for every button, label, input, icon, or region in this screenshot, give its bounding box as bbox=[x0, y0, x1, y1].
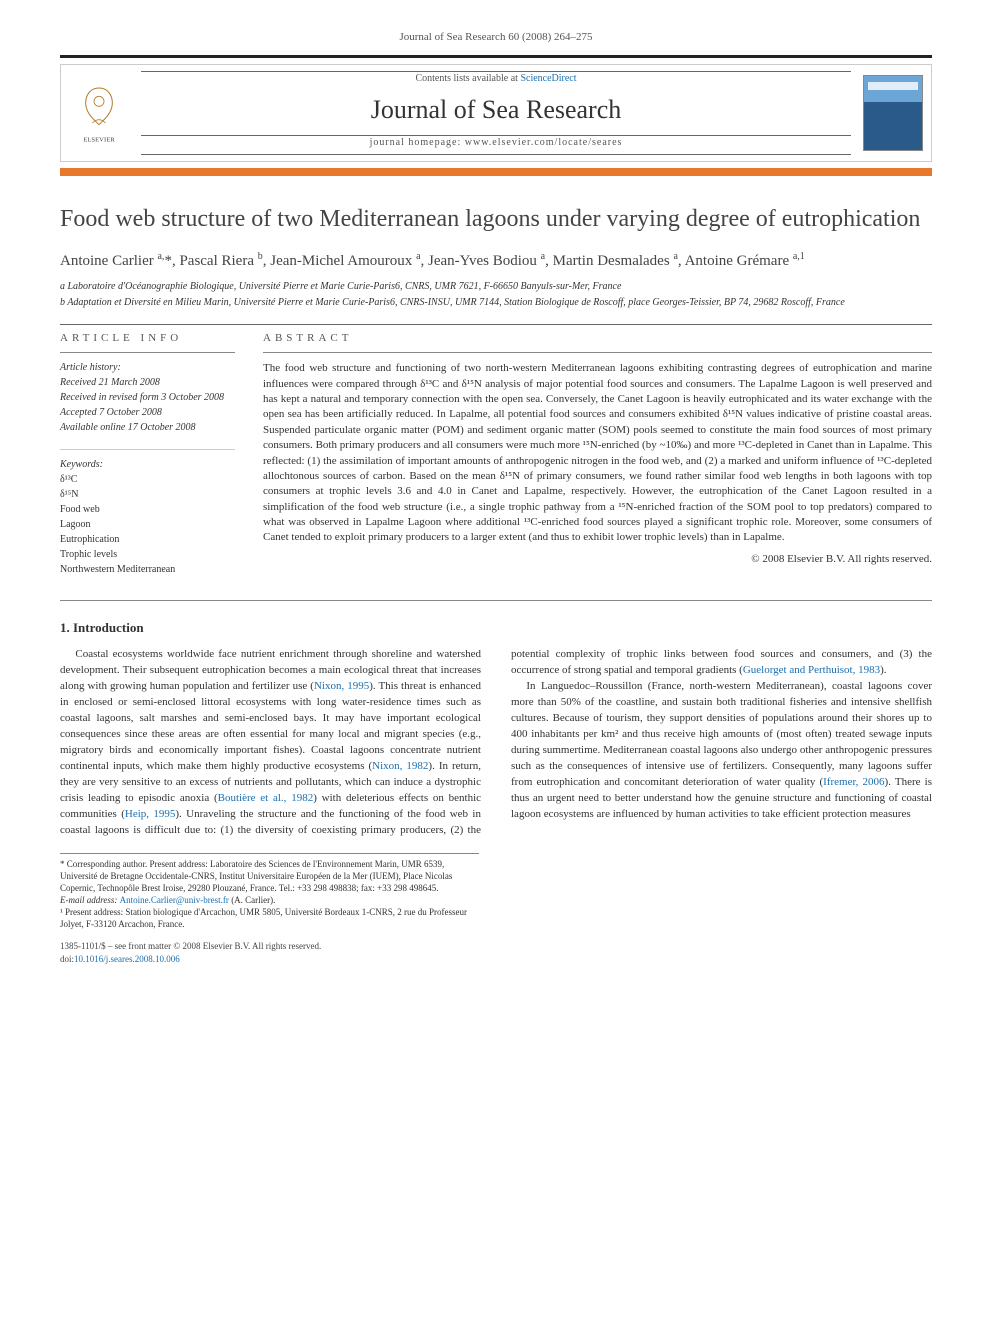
elsevier-word: ELSEVIER bbox=[83, 136, 115, 143]
keywords-head: Keywords: bbox=[60, 458, 235, 472]
keyword: Food web bbox=[60, 503, 235, 517]
history-line: Accepted 7 October 2008 bbox=[60, 406, 235, 420]
front-matter-line: 1385-1101/$ – see front matter © 2008 El… bbox=[60, 940, 932, 953]
email-link[interactable]: Antoine.Carlier@univ-brest.fr bbox=[120, 895, 229, 905]
present-address-note: ¹ Present address: Station biologique d'… bbox=[60, 906, 479, 930]
sciencedirect-link[interactable]: ScienceDirect bbox=[520, 73, 576, 84]
history-line: Received in revised form 3 October 2008 bbox=[60, 391, 235, 405]
footnotes: * Corresponding author. Present address:… bbox=[60, 853, 479, 931]
homepage-line: journal homepage: www.elsevier.com/locat… bbox=[141, 136, 851, 150]
journal-name: Journal of Sea Research bbox=[141, 92, 851, 128]
abstract-text: The food web structure and functioning o… bbox=[263, 361, 932, 546]
affiliations: a Laboratoire d'Océanographie Biologique… bbox=[60, 280, 932, 310]
homepage-label: journal homepage: bbox=[370, 137, 465, 148]
keyword: δ¹⁵N bbox=[60, 488, 235, 502]
article-title: Food web structure of two Mediterranean … bbox=[60, 204, 932, 234]
homepage-url: www.elsevier.com/locate/seares bbox=[465, 137, 623, 148]
email-label: E-mail address: bbox=[60, 895, 120, 905]
keyword: Northwestern Mediterranean bbox=[60, 563, 235, 577]
keyword: δ¹³C bbox=[60, 473, 235, 487]
keyword: Eutrophication bbox=[60, 533, 235, 547]
email-line: E-mail address: Antoine.Carlier@univ-bre… bbox=[60, 894, 479, 906]
bottom-matter: 1385-1101/$ – see front matter © 2008 El… bbox=[60, 940, 932, 965]
history-line: Available online 17 October 2008 bbox=[60, 421, 235, 435]
abstract-copyright: © 2008 Elsevier B.V. All rights reserved… bbox=[263, 552, 932, 567]
author-list: Antoine Carlier a,*, Pascal Riera b, Jea… bbox=[60, 250, 932, 272]
article-info-head: ARTICLE INFO bbox=[60, 331, 235, 346]
corresponding-note: * Corresponding author. Present address:… bbox=[60, 858, 479, 894]
contents-line: Contents lists available at ScienceDirec… bbox=[141, 72, 851, 86]
doi-link[interactable]: 10.1016/j.seares.2008.10.006 bbox=[74, 954, 180, 964]
contents-prefix: Contents lists available at bbox=[415, 73, 520, 84]
keyword: Trophic levels bbox=[60, 548, 235, 562]
email-suffix: (A. Carlier). bbox=[229, 895, 275, 905]
affiliation-line: b Adaptation et Diversité en Milieu Mari… bbox=[60, 296, 932, 310]
abstract-head: ABSTRACT bbox=[263, 331, 932, 346]
affiliation-line: a Laboratoire d'Océanographie Biologique… bbox=[60, 280, 932, 294]
history-line: Received 21 March 2008 bbox=[60, 376, 235, 390]
banner-center: Contents lists available at ScienceDirec… bbox=[141, 71, 851, 154]
article-info-column: ARTICLE INFO Article history: Received 2… bbox=[60, 331, 235, 578]
running-head: Journal of Sea Research 60 (2008) 264–27… bbox=[60, 30, 932, 45]
orange-accent-bar bbox=[60, 168, 932, 176]
keyword: Lagoon bbox=[60, 518, 235, 532]
elsevier-logo-icon: ELSEVIER bbox=[69, 83, 129, 143]
history-head: Article history: bbox=[60, 361, 235, 375]
top-thick-rule bbox=[60, 55, 932, 58]
intro-body: Coastal ecosystems worldwide face nutrie… bbox=[60, 647, 932, 838]
section-divider bbox=[60, 600, 932, 601]
journal-banner: ELSEVIER Contents lists available at Sci… bbox=[60, 64, 932, 161]
doi-label: doi: bbox=[60, 954, 74, 964]
abstract-column: ABSTRACT The food web structure and func… bbox=[263, 331, 932, 578]
journal-cover-thumb-icon bbox=[863, 75, 923, 151]
intro-heading: 1. Introduction bbox=[60, 619, 932, 637]
